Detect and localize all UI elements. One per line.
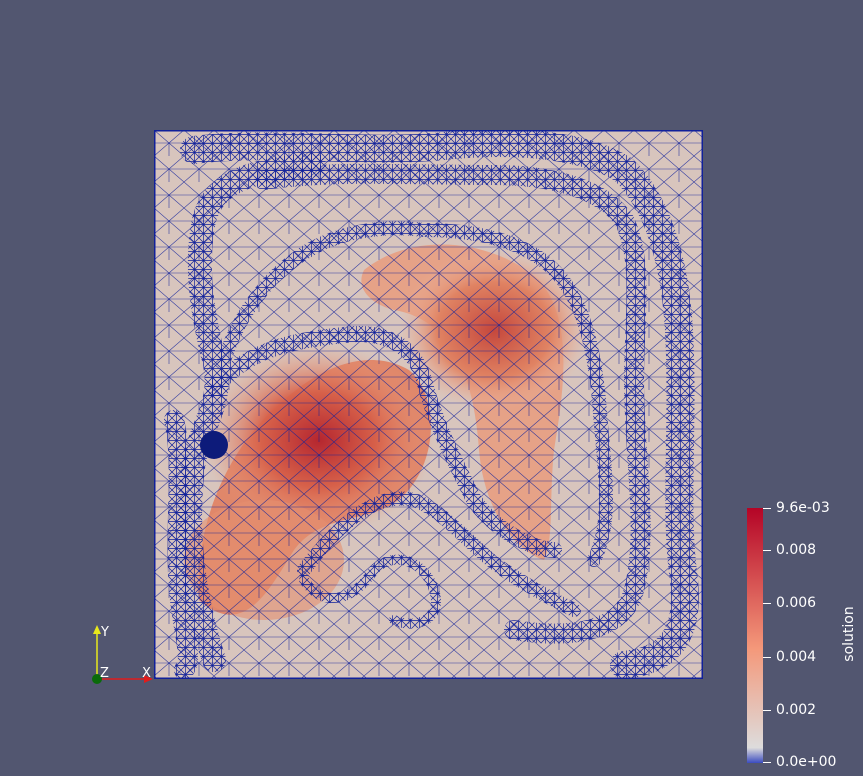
colorbar-title: solution	[841, 606, 857, 662]
y-axis-arrow	[93, 625, 101, 634]
mesh-refinement-bands	[164, 130, 699, 679]
colorbar-tick	[763, 550, 771, 551]
colorbar-min-label: 0.0e+00	[776, 754, 837, 770]
mesh-plot[interactable]	[154, 130, 703, 679]
x-axis-label: X	[142, 666, 151, 681]
colorbar-gradient	[747, 508, 763, 763]
colorbar-tick	[763, 657, 771, 658]
mesh-svg	[154, 130, 703, 679]
colorbar-tick-label: 0.008	[776, 542, 817, 558]
colorbar-tick-label: 0.006	[776, 595, 817, 611]
y-axis-label: Y	[100, 625, 109, 640]
colorbar-tick-label: 0.002	[776, 702, 817, 718]
mesh-boundary	[154, 130, 703, 679]
z-axis-label: Z	[100, 666, 109, 681]
colorbar-tick-min	[763, 762, 771, 763]
colorbar-tick	[763, 710, 771, 711]
colorbar-tick-label: 0.004	[776, 649, 817, 665]
colorbar-tick-max	[763, 508, 771, 509]
z-axis-marker	[92, 674, 102, 684]
colorbar-max-label: 9.6e-03	[776, 500, 830, 516]
orientation-axes: Y X Z	[92, 625, 153, 684]
colorbar-tick	[763, 603, 771, 604]
x-axis-arrow	[144, 675, 153, 683]
mesh-node-cluster	[200, 431, 228, 459]
